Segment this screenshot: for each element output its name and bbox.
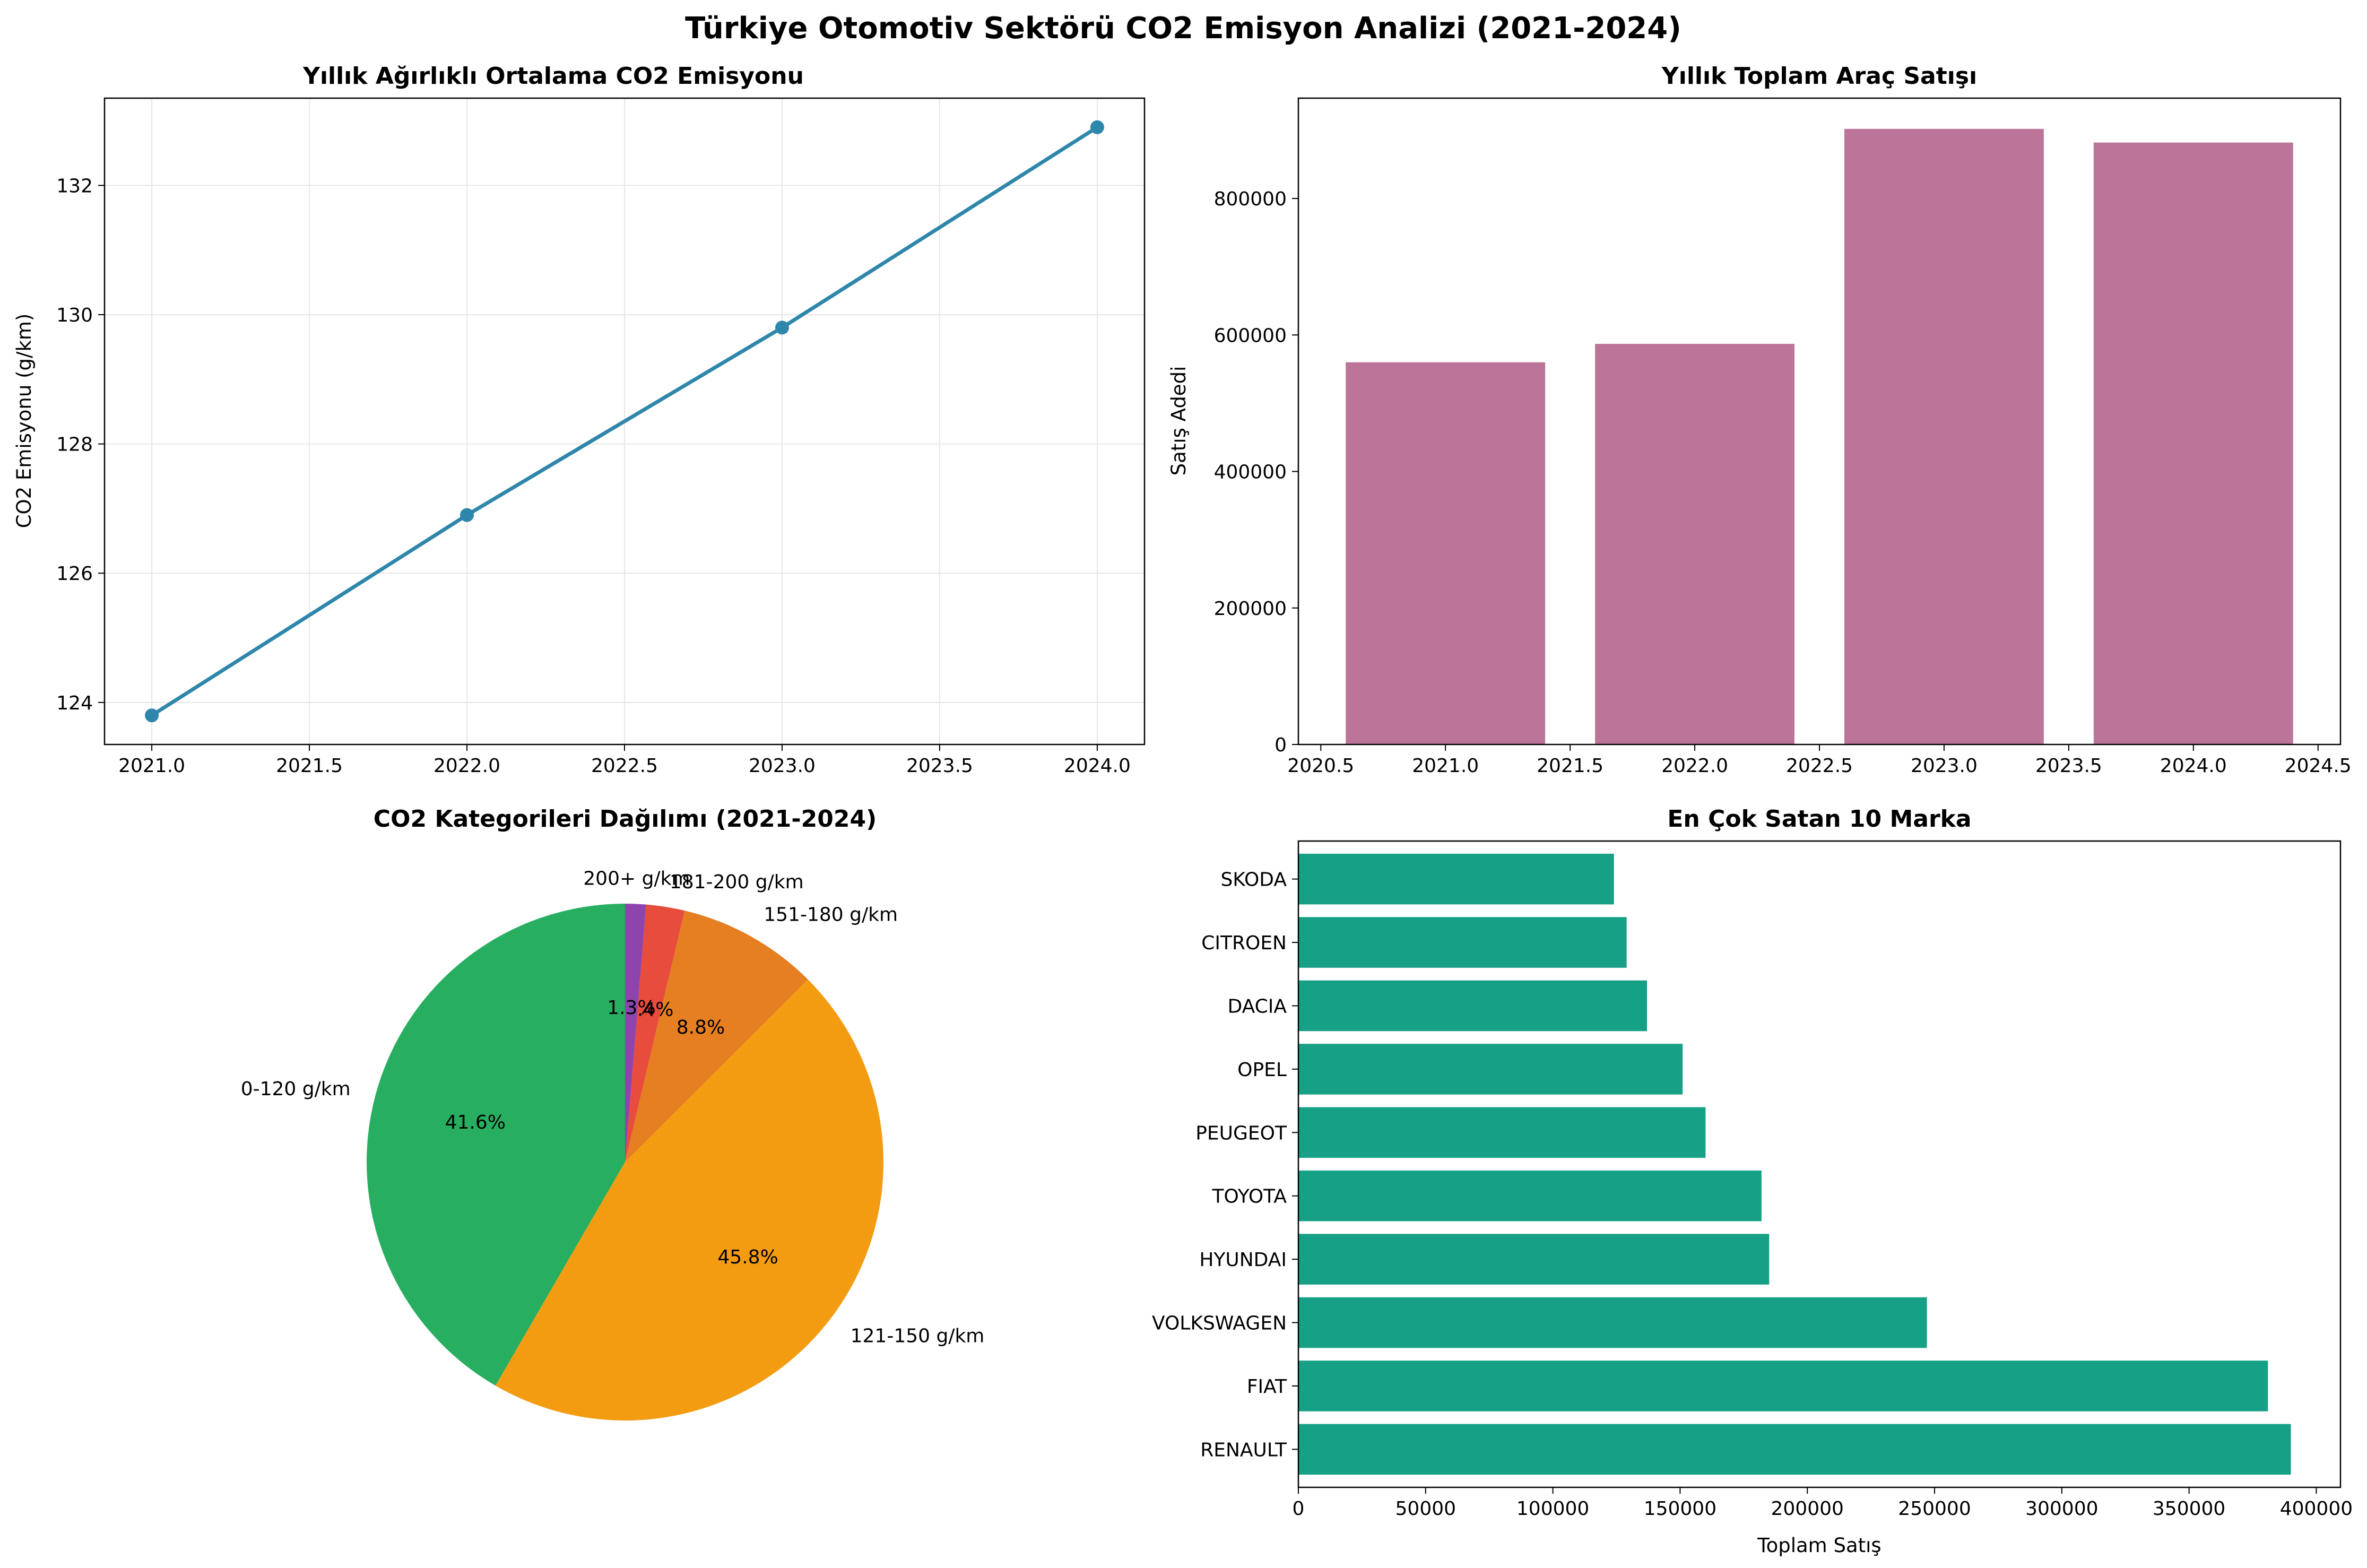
bar-chart-ytick-label: 200000 (1214, 598, 1287, 620)
bar-chart-xtick-label: 2021.5 (1537, 755, 1603, 777)
brand-bar (1298, 1424, 2291, 1475)
pie-chart-panel: CO2 Kategorileri Dağılımı (2021-2024) 0-… (241, 805, 985, 1420)
line-point (460, 508, 474, 522)
brand-label: DACIA (1228, 995, 1287, 1017)
bar-chart-ytick-label: 600000 (1214, 325, 1287, 346)
barh-chart-panel: En Çok Satan 10 Marka Toplam Satış RENAU… (1152, 805, 2353, 1557)
brand-bar (1298, 1107, 1705, 1158)
brand-bar (1298, 917, 1627, 968)
pie-slice-label: 121-150 g/km (851, 1326, 985, 1347)
pie-slice-percent: 8.8% (677, 1017, 725, 1038)
bar-chart-title: Yıllık Toplam Araç Satışı (1661, 63, 1977, 90)
line-point (145, 708, 159, 722)
line-chart-ytick-label: 128 (56, 434, 93, 456)
line-chart-ylabel: CO2 Emisyonu (g/km) (13, 314, 36, 529)
bar-chart-ytick-label: 0 (1274, 734, 1287, 756)
barh-chart-xtick-label: 100000 (1516, 1498, 1589, 1520)
barh-chart-xtick-label: 400000 (2280, 1498, 2353, 1520)
pie-slice-percent: 45.8% (717, 1246, 778, 1268)
sales-bar (1844, 129, 2044, 744)
brand-bar (1298, 1234, 1769, 1285)
brand-bar (1298, 981, 1647, 1032)
bar-chart-ytick-label: 800000 (1214, 188, 1287, 210)
brand-label: RENAULT (1200, 1439, 1287, 1461)
line-chart-ytick-label: 124 (56, 692, 93, 714)
figure-suptitle: Türkiye Otomotiv Sektörü CO2 Emisyon Ana… (685, 11, 1681, 46)
pie-slice-label: 200+ g/km (583, 868, 690, 890)
sales-bar (2094, 143, 2293, 744)
brand-label: VOLKSWAGEN (1152, 1313, 1287, 1335)
brand-label: TOYOTA (1211, 1186, 1287, 1208)
bar-chart-ytick-label: 400000 (1214, 462, 1287, 483)
pie-chart-title: CO2 Kategorileri Dağılımı (2021-2024) (374, 805, 877, 833)
barh-chart-xtick-label: 150000 (1644, 1498, 1716, 1520)
bar-chart-xtick-label: 2023.5 (2035, 755, 2102, 777)
line-chart-xtick-label: 2022.5 (591, 755, 658, 777)
pie-slice-label: 0-120 g/km (241, 1078, 351, 1100)
brand-bar (1298, 854, 1614, 905)
pie-slice-percent: 41.6% (445, 1112, 506, 1133)
bar-chart-xtick-label: 2020.5 (1287, 755, 1354, 777)
brand-label: SKODA (1220, 869, 1287, 891)
pie-slice-percent: 1.3% (607, 997, 655, 1019)
line-chart-xtick-label: 2021.5 (276, 755, 343, 777)
bar-chart-xtick-label: 2021.0 (1412, 755, 1479, 777)
barh-chart-title: En Çok Satan 10 Marka (1667, 805, 1971, 833)
barh-chart-xlabel: Toplam Satış (1757, 1534, 1881, 1557)
barh-chart-xtick-label: 250000 (1898, 1498, 1971, 1520)
line-chart-xtick-label: 2024.0 (1064, 755, 1131, 777)
bar-chart-xtick-label: 2022.5 (1786, 755, 1853, 777)
line-point (775, 320, 789, 334)
bar-chart-ylabel: Satış Adedi (1167, 366, 1190, 476)
line-chart-ytick-label: 126 (56, 563, 93, 585)
line-chart-xtick-label: 2023.0 (749, 755, 816, 777)
brand-bar (1298, 1171, 1762, 1222)
brand-label: CITROEN (1201, 932, 1287, 954)
line-chart-ytick-label: 130 (56, 305, 93, 326)
brand-label: OPEL (1237, 1059, 1287, 1081)
brand-bar (1298, 1044, 1683, 1095)
bar-chart-xtick-label: 2023.0 (1911, 755, 1978, 777)
barh-chart-xtick-label: 50000 (1395, 1498, 1456, 1520)
barh-chart-xtick-label: 200000 (1771, 1498, 1843, 1520)
pie-slice-label: 151-180 g/km (764, 904, 898, 925)
brand-bar (1298, 1297, 1927, 1348)
line-chart-panel: Yıllık Ağırlıklı Ortalama CO2 Emisyonu C… (13, 63, 1145, 777)
bar-chart-xtick-label: 2024.5 (2285, 755, 2352, 777)
bar-chart-xtick-label: 2022.0 (1661, 755, 1728, 777)
brand-label: HYUNDAI (1199, 1249, 1287, 1271)
barh-chart-xtick-label: 350000 (2153, 1498, 2225, 1520)
line-chart-title: Yıllık Ağırlıklı Ortalama CO2 Emisyonu (302, 63, 804, 90)
line-chart-ytick-label: 132 (56, 175, 93, 197)
barh-chart-xtick-label: 0 (1293, 1498, 1305, 1520)
line-chart-xtick-label: 2023.5 (906, 755, 973, 777)
brand-label: FIAT (1247, 1376, 1287, 1398)
sales-bar (1595, 344, 1794, 744)
line-chart-xtick-label: 2021.0 (118, 755, 185, 777)
line-chart-xtick-label: 2022.0 (433, 755, 500, 777)
bar-chart-panel: Yıllık Toplam Araç Satışı Satış Adedi 20… (1167, 63, 2352, 777)
brand-label: PEUGEOT (1195, 1122, 1287, 1144)
brand-bar (1298, 1361, 2268, 1411)
bar-chart-xtick-label: 2024.0 (2160, 755, 2227, 777)
sales-bar (1346, 362, 1545, 744)
line-point (1090, 120, 1104, 134)
barh-chart-xtick-label: 300000 (2025, 1498, 2098, 1520)
